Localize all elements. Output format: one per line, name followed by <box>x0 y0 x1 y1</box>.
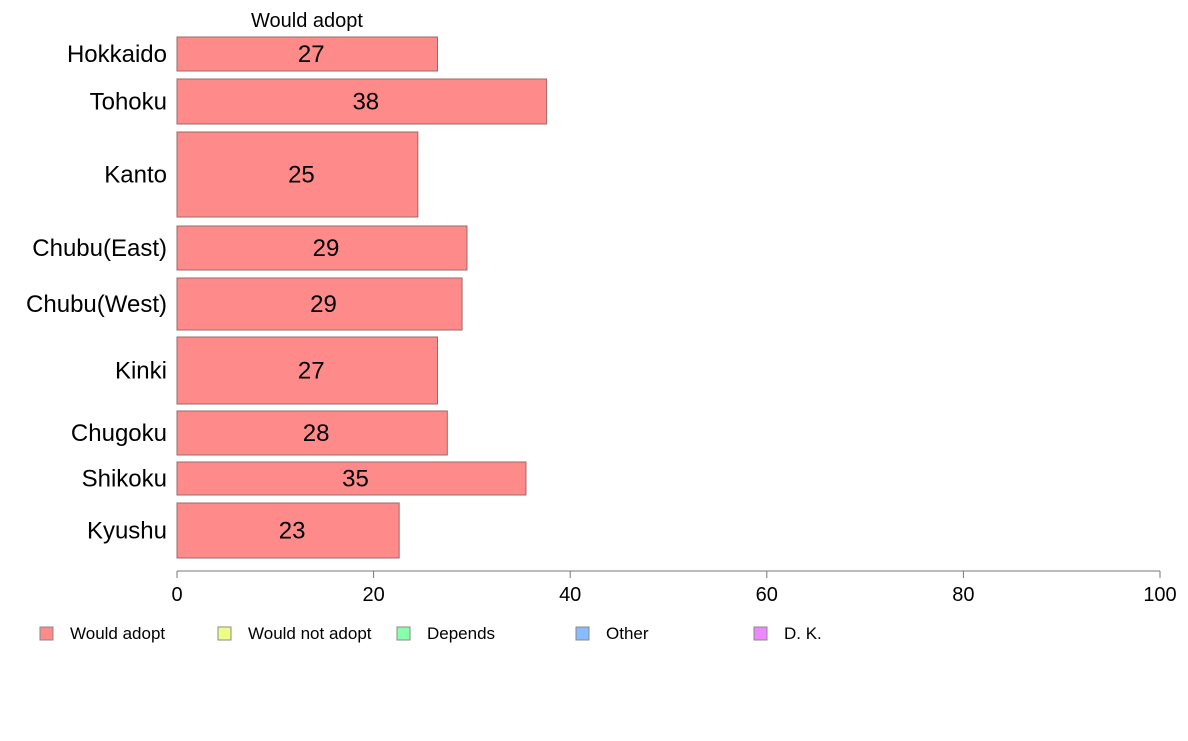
category-label-tohoku: Tohoku <box>90 89 167 116</box>
bar-hokkaido-would-adopt <box>176 36 438 72</box>
legend-label-d-k: D. K. <box>784 624 822 643</box>
legend-label-other: Other <box>606 624 649 643</box>
bar-kinki-would-adopt <box>176 336 438 405</box>
data-label-kanto: 25 <box>288 162 315 189</box>
category-label-chubu-east: Chubu(East) <box>32 235 167 262</box>
data-label-tohoku: 38 <box>352 89 379 116</box>
x-tick-label-80: 80 <box>952 584 974 606</box>
bar-kanto-would-adopt <box>176 131 419 218</box>
data-label-hokkaido: 27 <box>298 41 325 68</box>
bar-kyushu-would-adopt <box>176 502 400 559</box>
category-label-chubu-west: Chubu(West) <box>26 291 167 318</box>
data-label-chugoku: 28 <box>303 420 330 447</box>
data-label-kinki: 27 <box>298 358 325 385</box>
bar-chubu-east-would-adopt <box>176 225 468 271</box>
legend-label-would-adopt: Would adopt <box>70 624 165 643</box>
category-label-kanto: Kanto <box>104 162 167 189</box>
data-label-shikoku: 35 <box>342 466 369 493</box>
bar-tohoku-would-adopt <box>176 78 548 125</box>
x-tick-label-100: 100 <box>1143 584 1176 606</box>
category-label-chugoku: Chugoku <box>71 420 167 447</box>
data-label-kyushu: 23 <box>279 518 306 545</box>
legend-swatch-depends <box>396 626 411 641</box>
data-label-chubu-west: 29 <box>310 291 337 318</box>
x-tick-label-0: 0 <box>171 584 182 606</box>
category-label-hokkaido: Hokkaido <box>67 41 167 68</box>
legend-swatch-d-k <box>753 626 768 641</box>
x-tick-label-20: 20 <box>362 584 384 606</box>
x-tick-label-40: 40 <box>559 584 581 606</box>
legend: Would adopt Would not adopt Depends Other D.… <box>39 624 822 643</box>
category-labels: Hokkaido Tohoku Kanto Chubu(East) Chubu(West… <box>26 41 167 545</box>
data-label-chubu-east: 29 <box>313 235 340 262</box>
category-label-shikoku: Shikoku <box>82 466 167 493</box>
category-label-kinki: Kinki <box>115 358 167 385</box>
legend-swatch-other <box>575 626 590 641</box>
legend-swatch-would-adopt <box>39 626 54 641</box>
legend-label-would-not-adopt: Would not adopt <box>248 624 372 643</box>
legend-label-depends: Depends <box>427 624 495 643</box>
category-label-kyushu: Kyushu <box>87 518 167 545</box>
bar-chugoku-would-adopt <box>176 410 448 456</box>
x-tick-label-60: 60 <box>756 584 778 606</box>
column-header: Would adopt <box>251 10 363 32</box>
bar-shikoku-would-adopt <box>176 461 527 496</box>
bars-group: 27 38 25 29 29 27 28 35 23 <box>176 36 548 559</box>
bar-chubu-west-would-adopt <box>176 277 463 331</box>
legend-swatch-would-not-adopt <box>217 626 232 641</box>
x-axis: 0 20 40 60 80 100 <box>171 570 1177 606</box>
